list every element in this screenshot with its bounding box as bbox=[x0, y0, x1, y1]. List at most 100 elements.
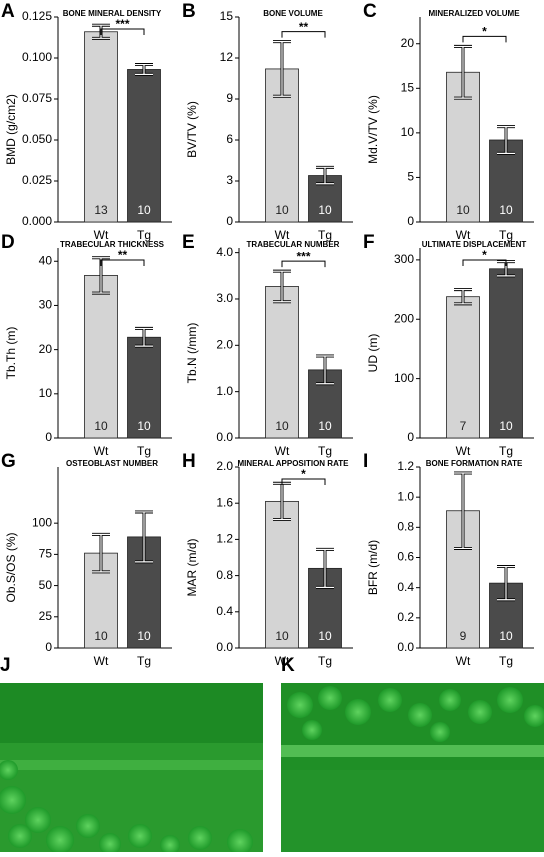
y-tick-label: 40 bbox=[39, 253, 53, 267]
y-axis-label: BFR (m/d) bbox=[366, 540, 380, 595]
significance-label: ** bbox=[299, 20, 309, 34]
y-tick-label: 0 bbox=[226, 214, 233, 228]
y-tick-label: 1.2 bbox=[216, 532, 233, 546]
n-label: 9 bbox=[460, 629, 467, 643]
y-axis-label: BMD (g/cm2) bbox=[4, 94, 18, 165]
n-label: 10 bbox=[318, 629, 332, 643]
error-bar bbox=[316, 165, 334, 186]
y-tick-label: 5 bbox=[407, 170, 414, 184]
y-tick-label: 30 bbox=[39, 298, 53, 312]
y-tick-label: 0.8 bbox=[397, 520, 414, 534]
y-tick-label: 0.125 bbox=[22, 9, 52, 23]
panel-letter: B bbox=[182, 1, 196, 22]
n-label: 10 bbox=[137, 419, 151, 433]
y-axis-label: BV/TV (%) bbox=[185, 101, 199, 158]
y-tick-label: 0 bbox=[407, 214, 414, 228]
image-k bbox=[281, 683, 544, 852]
y-tick-label: 0.100 bbox=[22, 50, 52, 64]
error-bar bbox=[497, 565, 515, 602]
y-axis-label: UD (m) bbox=[366, 334, 380, 373]
image-j bbox=[0, 683, 263, 855]
y-tick-label: 2.0 bbox=[216, 337, 233, 351]
x-tick-label: Tg bbox=[318, 444, 332, 458]
y-tick-label: 1.0 bbox=[216, 384, 233, 398]
error-bar bbox=[273, 269, 291, 304]
y-tick-label: 0.8 bbox=[216, 568, 233, 582]
y-tick-label: 200 bbox=[394, 311, 414, 325]
chart-title: MINERAL APPOSITION RATE bbox=[238, 459, 350, 468]
y-tick-label: 0 bbox=[45, 640, 52, 654]
n-label: 10 bbox=[275, 419, 289, 433]
y-axis-label: Tb.Th (m) bbox=[4, 327, 18, 380]
error-bar bbox=[135, 326, 153, 348]
chart-title: BONE FORMATION RATE bbox=[426, 459, 523, 468]
chart-title: BONE MINERAL DENSITY bbox=[63, 9, 162, 18]
n-label: 10 bbox=[275, 629, 289, 643]
y-tick-label: 100 bbox=[394, 371, 414, 385]
bar bbox=[84, 274, 118, 439]
panel-letter: A bbox=[1, 1, 15, 22]
chart-title: TRABECULAR NUMBER bbox=[247, 240, 340, 249]
significance-label: ** bbox=[118, 248, 128, 262]
significance-bracket bbox=[100, 28, 145, 35]
significance-label: *** bbox=[115, 17, 129, 31]
y-tick-label: 0.075 bbox=[22, 91, 52, 105]
error-bar bbox=[135, 510, 153, 564]
x-tick-label: Tg bbox=[318, 228, 332, 242]
significance-bracket bbox=[100, 259, 145, 266]
error-bar bbox=[92, 23, 110, 40]
y-axis-label: Ob.S/OS (%) bbox=[4, 532, 18, 602]
significance-bracket bbox=[281, 31, 326, 38]
significance-label: * bbox=[482, 25, 487, 39]
chart-title: TRABECULAR THICKNESS bbox=[60, 240, 165, 249]
y-tick-label: 0.2 bbox=[397, 610, 414, 624]
panel-letter: G bbox=[1, 451, 16, 472]
y-axis-label: Tb.N (/mm) bbox=[185, 323, 199, 384]
y-tick-label: 0.000 bbox=[22, 214, 52, 228]
y-tick-label: 6 bbox=[226, 132, 233, 146]
n-label: 10 bbox=[318, 203, 332, 217]
n-label: 10 bbox=[318, 419, 332, 433]
x-tick-label: Wt bbox=[275, 444, 290, 458]
bar bbox=[127, 69, 161, 223]
y-axis-label: MAR (m/d) bbox=[185, 539, 199, 597]
n-label: 10 bbox=[275, 203, 289, 217]
y-tick-label: 0.0 bbox=[216, 640, 233, 654]
bar bbox=[127, 336, 161, 439]
y-tick-label: 4.0 bbox=[216, 245, 233, 259]
bar bbox=[446, 296, 480, 439]
y-tick-label: 10 bbox=[39, 386, 53, 400]
significance-label: * bbox=[301, 467, 306, 481]
y-tick-label: 0.0 bbox=[397, 640, 414, 654]
bar bbox=[84, 31, 118, 223]
n-label: 10 bbox=[137, 203, 151, 217]
panel-letter: J bbox=[0, 655, 11, 676]
y-tick-label: 1.6 bbox=[216, 495, 233, 509]
n-label: 13 bbox=[94, 203, 108, 217]
y-tick-label: 2.0 bbox=[216, 459, 233, 473]
error-bar bbox=[454, 44, 472, 100]
panel-letter: I bbox=[363, 451, 368, 472]
y-tick-label: 0.6 bbox=[397, 550, 414, 564]
x-tick-label: Tg bbox=[137, 444, 151, 458]
x-tick-label: Tg bbox=[499, 654, 513, 668]
significance-bracket bbox=[281, 478, 326, 485]
error-bar bbox=[273, 40, 291, 98]
y-tick-label: 20 bbox=[39, 342, 53, 356]
y-tick-label: 3.0 bbox=[216, 291, 233, 305]
bar bbox=[265, 500, 299, 649]
x-tick-label: Tg bbox=[318, 654, 332, 668]
y-tick-label: 0 bbox=[45, 430, 52, 444]
x-tick-label: Wt bbox=[456, 654, 471, 668]
y-tick-label: 0.4 bbox=[397, 580, 414, 594]
n-label: 10 bbox=[94, 419, 108, 433]
panel-letter: D bbox=[1, 232, 15, 253]
y-tick-label: 300 bbox=[394, 252, 414, 266]
y-tick-label: 0.0 bbox=[216, 430, 233, 444]
y-tick-label: 1.2 bbox=[397, 459, 414, 473]
error-bar bbox=[316, 354, 334, 386]
y-tick-label: 0 bbox=[407, 430, 414, 444]
error-bar bbox=[316, 547, 334, 589]
significance-bracket bbox=[281, 260, 326, 268]
